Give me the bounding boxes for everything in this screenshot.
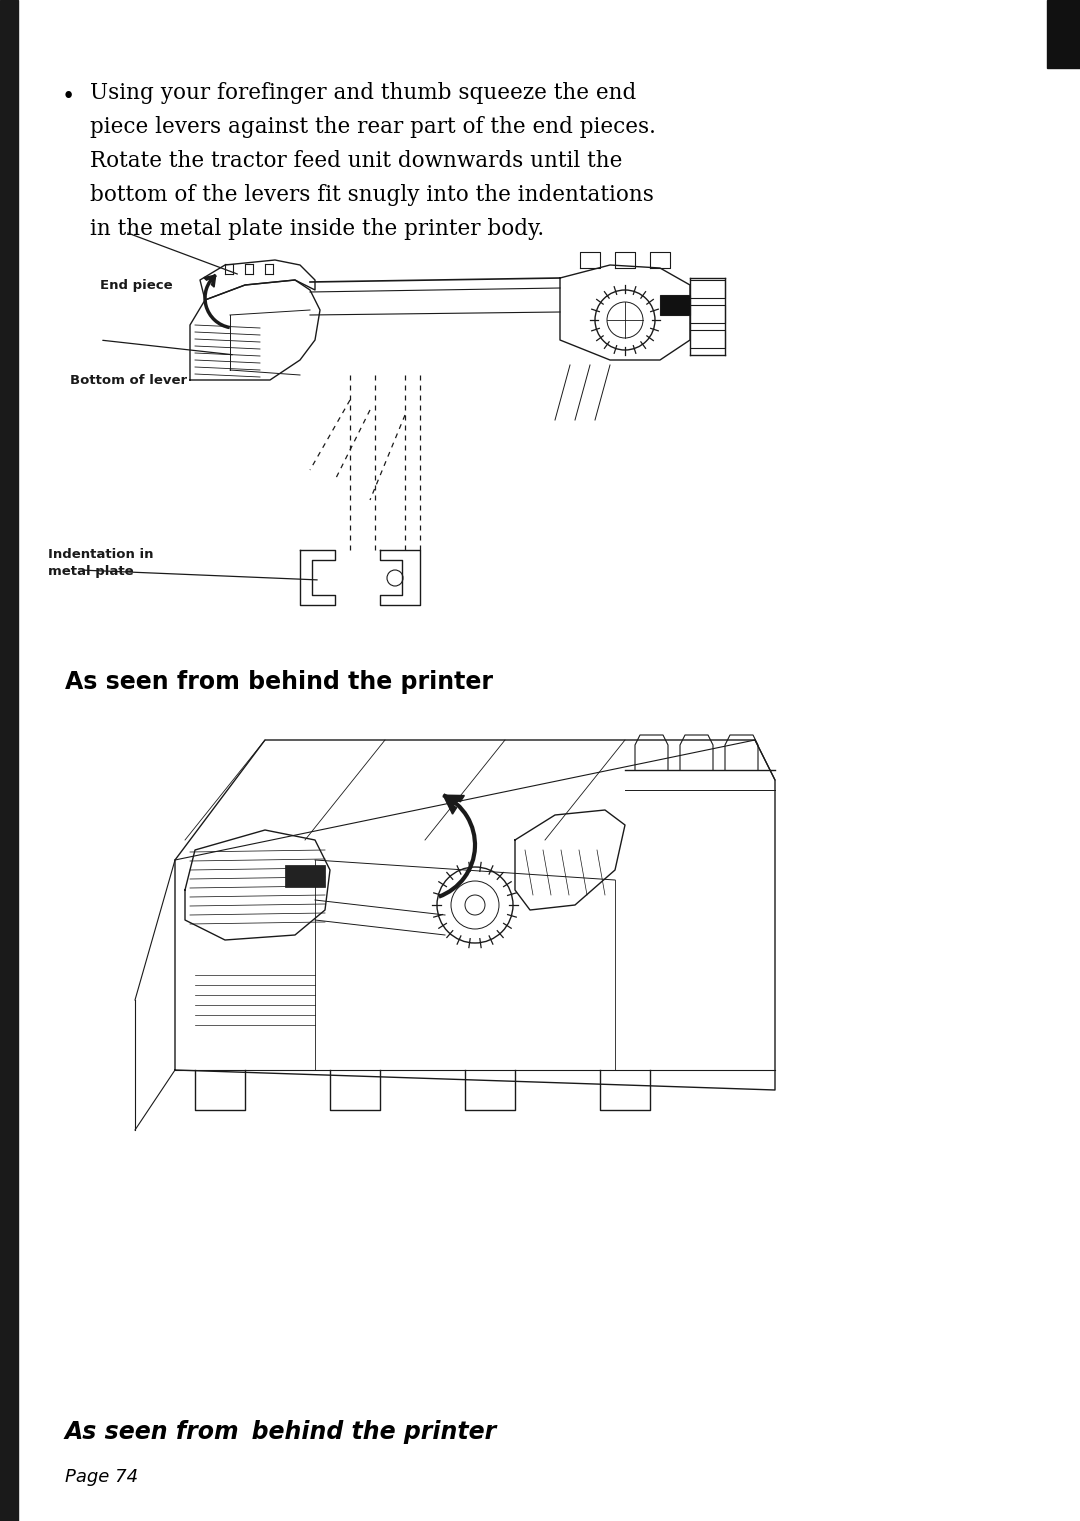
Text: metal plate: metal plate: [48, 566, 134, 578]
Text: •: •: [62, 87, 76, 108]
FancyArrow shape: [204, 275, 216, 287]
Text: As seen from behind the printer: As seen from behind the printer: [65, 669, 492, 694]
Text: Page 74: Page 74: [65, 1468, 138, 1486]
FancyArrow shape: [443, 795, 464, 814]
Text: End piece: End piece: [100, 280, 173, 292]
Text: Rotate the tractor feed unit downwards until the: Rotate the tractor feed unit downwards u…: [90, 151, 622, 172]
Bar: [0, 0, 18, 1521]
Text: piece levers against the rear part of the end pieces.: piece levers against the rear part of th…: [90, 116, 656, 138]
Text: Bottom of lever: Bottom of lever: [70, 374, 187, 386]
Bar: [1047, 0, 1080, 68]
Bar: [285, 865, 325, 887]
Text: Using your forefinger and thumb squeeze the end: Using your forefinger and thumb squeeze …: [90, 82, 636, 103]
Text: Indentation in: Indentation in: [48, 549, 153, 561]
Text: in the metal plate inside the printer body.: in the metal plate inside the printer bo…: [90, 218, 544, 240]
Bar: [660, 295, 690, 315]
Text: As seen from  behind the printer: As seen from behind the printer: [65, 1421, 497, 1443]
Text: bottom of the levers fit snugly into the indentations: bottom of the levers fit snugly into the…: [90, 184, 653, 205]
